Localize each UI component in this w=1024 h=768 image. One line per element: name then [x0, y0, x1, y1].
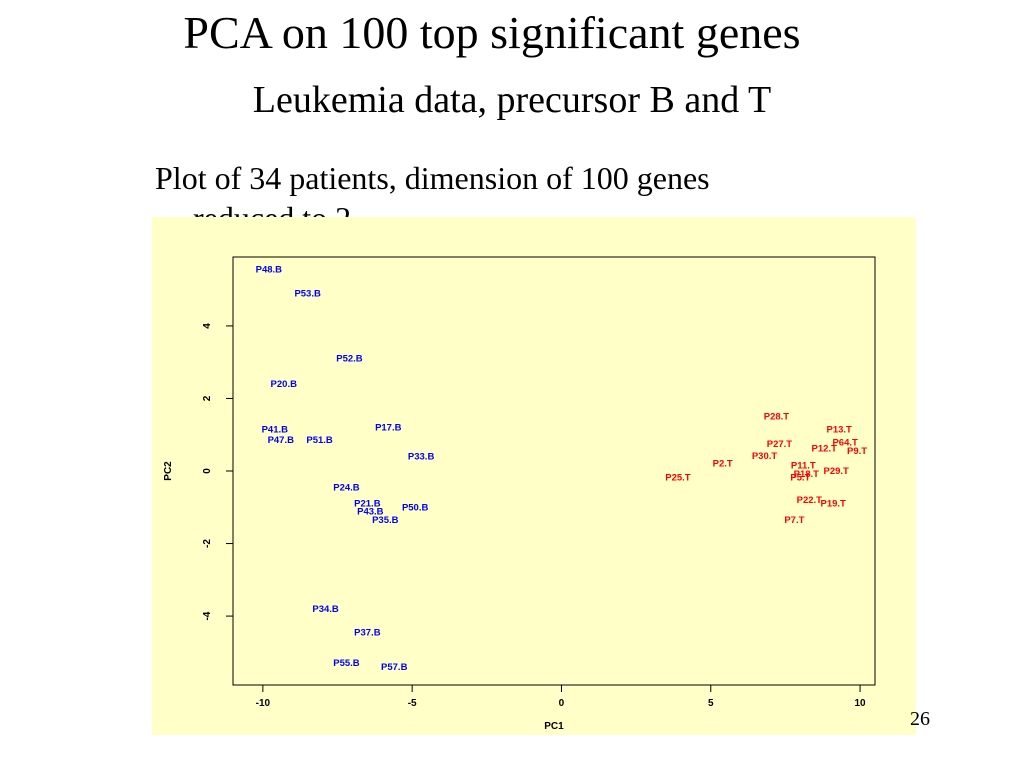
point-label-p19-t: P19.T [821, 499, 847, 510]
x-tick-label: 10 [855, 698, 867, 709]
point-label-p21-b: P21.B [354, 499, 381, 510]
point-label-p24-b: P24.B [333, 482, 360, 493]
point-label-p34-b: P34.B [312, 604, 339, 615]
point-label-p51-b: P51.B [306, 435, 333, 446]
point-label-p2-t: P2.T [713, 459, 733, 470]
point-label-p35-b: P35.B [372, 515, 399, 526]
y-tick-label: 2 [202, 395, 213, 401]
point-label-p64-t: P64.T [832, 438, 858, 449]
y-tick-label: -2 [202, 539, 213, 548]
point-label-p17-b: P17.B [375, 422, 402, 433]
point-label-p25-t: P25.T [665, 473, 691, 484]
point-label-p30-t: P30.T [752, 451, 778, 462]
point-label-p28-t: P28.T [764, 412, 790, 423]
x-tick-label: 0 [559, 698, 565, 709]
point-label-p33-b: P33.B [408, 451, 435, 462]
y-axis-label: PC2 [163, 461, 174, 481]
point-label-p48-b: P48.B [256, 265, 283, 276]
x-tick-label: -5 [408, 698, 417, 709]
point-label-p37-b: P37.B [354, 627, 381, 638]
point-label-p7-t: P7.T [784, 515, 804, 526]
bullet-line-1: Plot of 34 patients, dimension of 100 ge… [155, 160, 710, 196]
point-label-p18-t: P18.T [794, 469, 820, 480]
x-tick-label: 5 [708, 698, 714, 709]
point-label-p12-t: P12.T [812, 444, 838, 455]
point-label-p47-b: P47.B [268, 435, 295, 446]
x-tick-label: -10 [256, 698, 271, 709]
point-label-p43-b: P43.B [357, 507, 384, 518]
point-label-p52-b: P52.B [336, 354, 363, 365]
point-label-p11-t: P11.T [791, 461, 816, 472]
point-label-p5-t: P5.T [790, 473, 810, 484]
point-label-p55-b: P55.B [333, 658, 360, 669]
point-label-p13-t: P13.T [826, 424, 852, 435]
point-label-p57-b: P57.B [381, 662, 408, 673]
y-tick-label: 0 [202, 468, 213, 474]
point-label-p50-b: P50.B [402, 502, 429, 513]
slide-subtitle: Leukemia data, precursor B and T [252, 79, 772, 121]
point-label-p27-t: P27.T [767, 439, 793, 450]
point-label-p29-t: P29.T [824, 466, 850, 477]
y-tick-label: 4 [202, 323, 213, 329]
pca-scatter-plot: -10 -5 0 5 10 -4 -2 0 2 4 PC1 PC2 P48.B P53.B P52.B P20… [163, 256, 876, 732]
x-axis-label: PC1 [544, 721, 564, 732]
point-label-p20-b: P20.B [271, 379, 298, 390]
slide-number: 26 [910, 708, 930, 730]
plot-panel: -10 -5 0 5 10 -4 -2 0 2 4 PC1 PC2 P48.B P53.B P52.B P20… [152, 217, 916, 735]
point-label-p22-t: P22.T [797, 495, 823, 506]
point-label-p53-b: P53.B [294, 288, 321, 299]
slide-title: PCA on 100 top significant genes [183, 7, 801, 58]
point-label-p41-b: P41.B [262, 424, 289, 435]
point-label-p9-t: P9.T [847, 446, 867, 457]
plot-frame [232, 256, 876, 686]
y-tick-label: -4 [202, 611, 213, 620]
